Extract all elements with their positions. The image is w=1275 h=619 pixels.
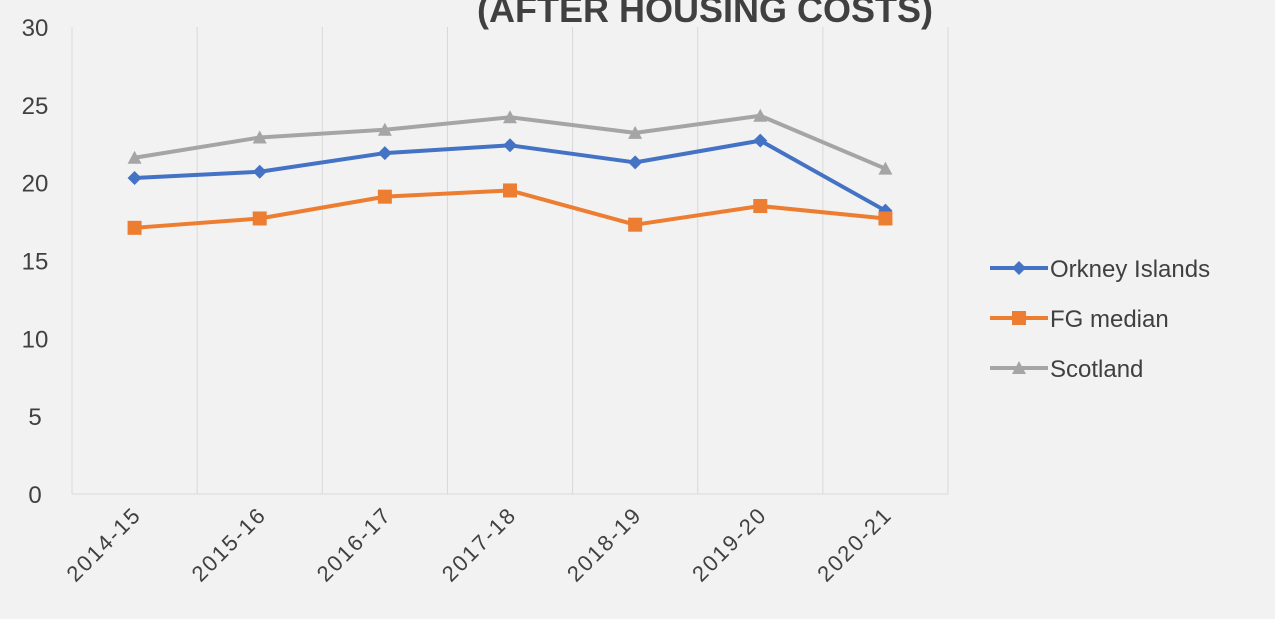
- legend-label: Scotland: [1050, 356, 1143, 383]
- marker: [878, 161, 893, 175]
- y-tick-label: 0: [28, 482, 41, 509]
- marker: [1012, 311, 1026, 325]
- marker: [503, 110, 517, 124]
- marker: [628, 155, 643, 170]
- marker: [753, 199, 768, 214]
- marker: [878, 211, 893, 226]
- y-tick-label: 20: [22, 171, 49, 198]
- marker: [127, 220, 142, 235]
- x-tick-label: 2014-15: [61, 502, 146, 587]
- marker: [753, 133, 768, 148]
- marker: [1012, 361, 1026, 374]
- marker: [127, 170, 142, 185]
- marker: [503, 183, 517, 198]
- marker: [252, 211, 267, 226]
- marker: [377, 189, 392, 204]
- x-tick-label: 2018-19: [562, 502, 647, 587]
- legend-label: Orkney Islands: [1050, 256, 1210, 283]
- y-tick-label: 25: [22, 93, 49, 120]
- marker: [753, 108, 768, 122]
- legend-label: FG median: [1050, 306, 1169, 333]
- marker: [252, 130, 267, 144]
- marker: [252, 164, 267, 179]
- x-tick-label: 2015-16: [187, 502, 272, 587]
- y-tick-label: 10: [22, 326, 49, 353]
- x-tick-label: 2020-21: [812, 502, 897, 587]
- x-tick-label: 2017-18: [437, 502, 522, 587]
- chart-title: (AFTER HOUSING COSTS): [477, 0, 933, 30]
- marker: [377, 122, 392, 136]
- marker: [503, 138, 517, 153]
- x-tick-label: 2016-17: [312, 502, 397, 587]
- marker: [628, 125, 643, 139]
- marker: [127, 150, 142, 164]
- marker: [377, 146, 392, 161]
- marker: [628, 217, 643, 232]
- y-tick-label: 15: [22, 249, 49, 276]
- y-tick-label: 30: [22, 15, 49, 42]
- y-tick-label: 5: [28, 404, 41, 431]
- x-tick-label: 2019-20: [687, 502, 772, 587]
- marker: [1012, 261, 1026, 275]
